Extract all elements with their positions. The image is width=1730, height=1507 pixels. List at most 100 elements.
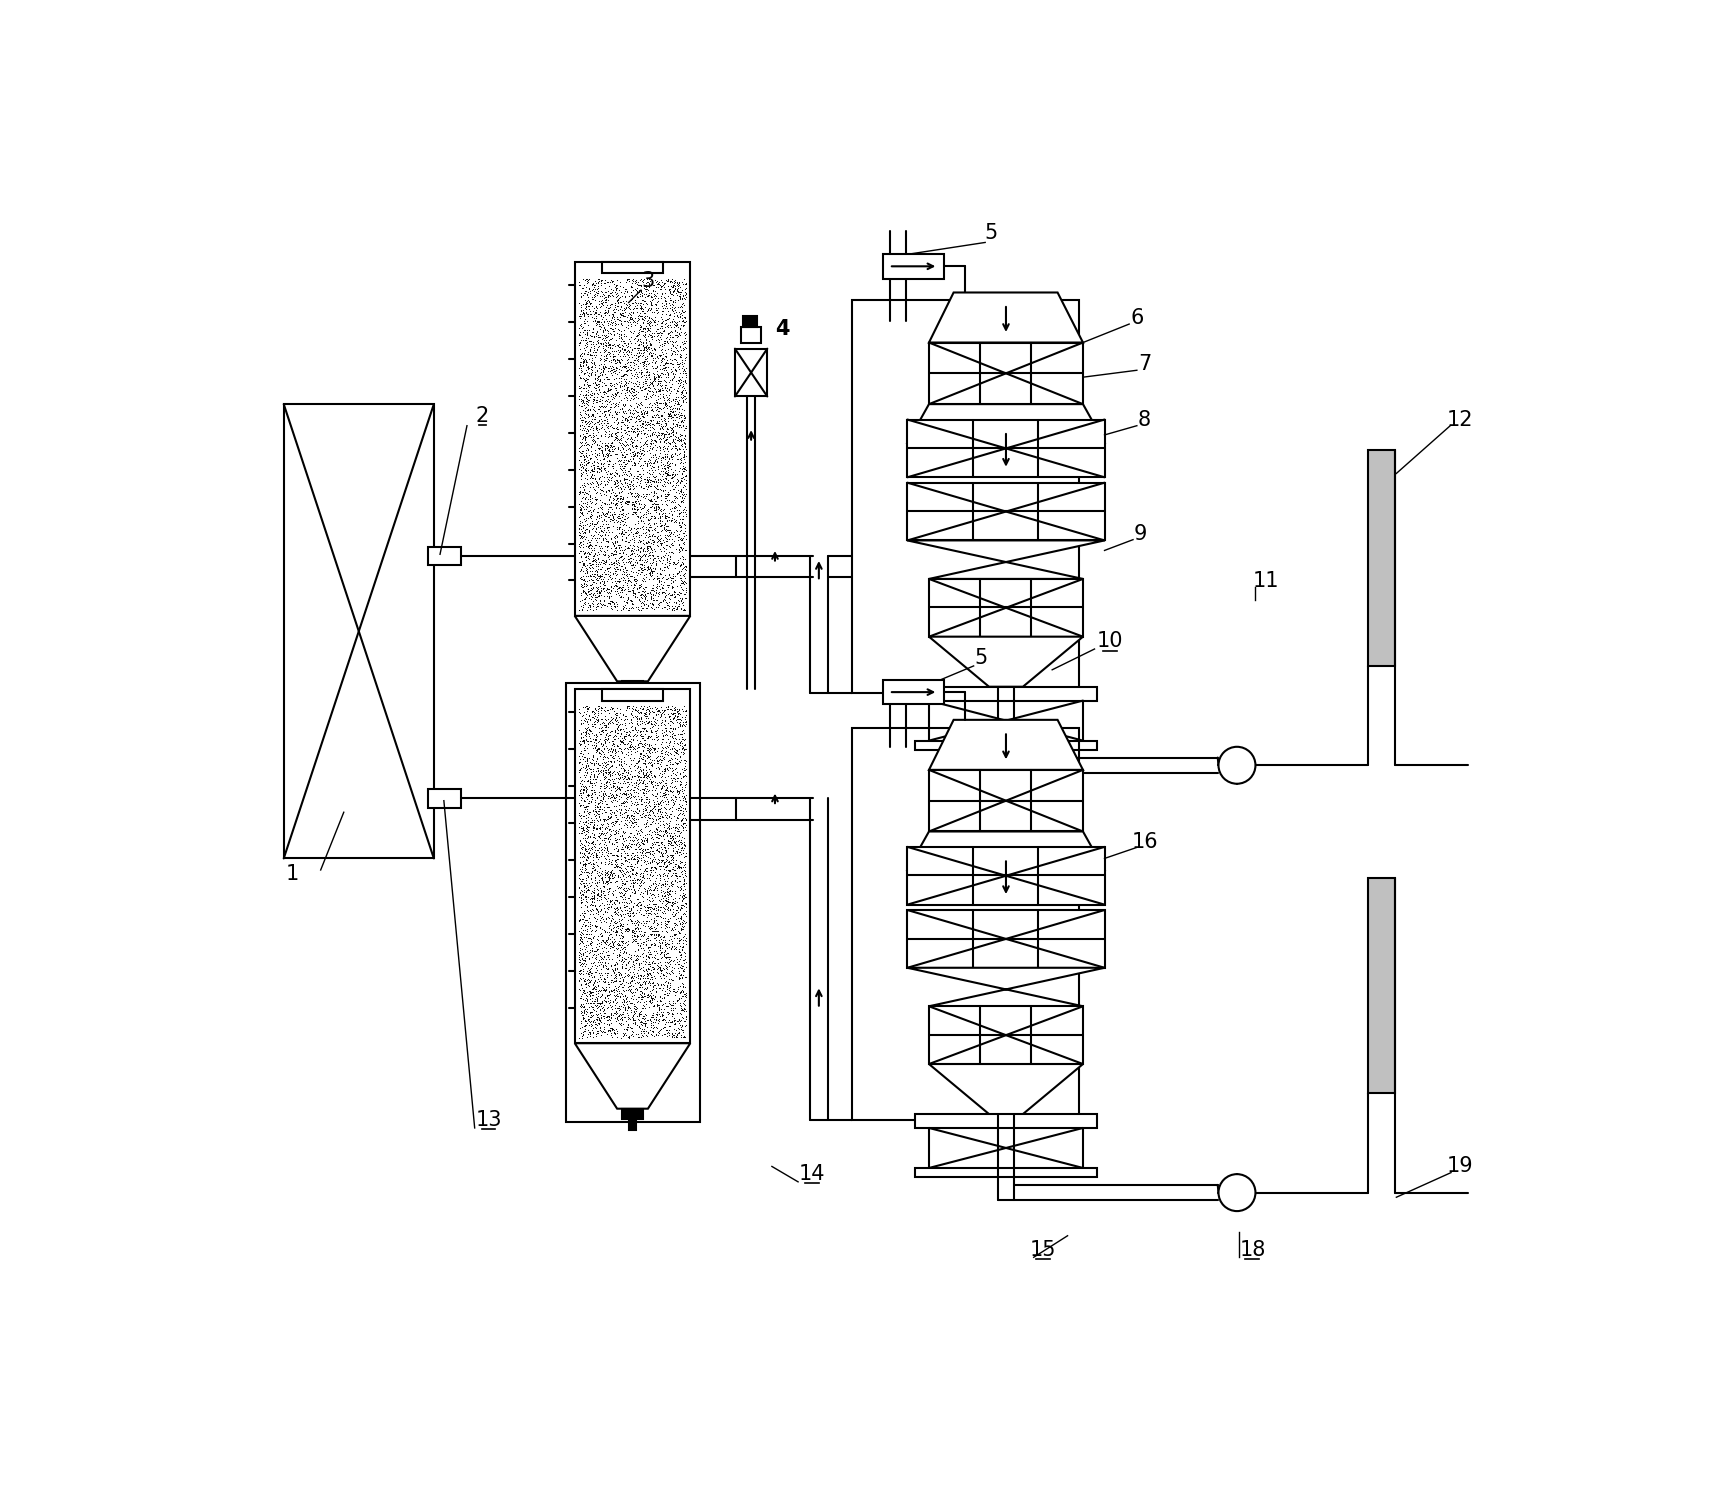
- Point: [642, 422, 670, 446]
- Point: [573, 463, 600, 487]
- Point: [633, 1023, 661, 1047]
- Point: [573, 871, 600, 895]
- Point: [638, 591, 666, 615]
- Point: [654, 740, 682, 764]
- Point: [578, 815, 606, 839]
- Point: [571, 485, 599, 509]
- Point: [670, 564, 697, 588]
- Point: [650, 512, 678, 536]
- Point: [597, 374, 625, 398]
- Point: [640, 428, 668, 452]
- Point: [602, 785, 630, 809]
- Point: [644, 806, 671, 830]
- Point: [623, 790, 650, 814]
- Point: [633, 856, 661, 880]
- Point: [621, 971, 649, 995]
- Point: [616, 820, 644, 844]
- Point: [637, 322, 664, 347]
- Point: [637, 967, 664, 992]
- Point: [663, 747, 690, 772]
- Point: [628, 931, 656, 955]
- Point: [569, 362, 597, 386]
- Point: [670, 903, 697, 927]
- Bar: [908, 482, 1104, 541]
- Point: [585, 457, 612, 481]
- Point: [600, 919, 628, 943]
- Point: [614, 998, 642, 1022]
- Point: [580, 702, 607, 726]
- Point: [638, 576, 666, 600]
- Point: [652, 307, 680, 332]
- Point: [657, 752, 685, 776]
- Point: [659, 856, 687, 880]
- Point: [592, 419, 619, 443]
- Point: [588, 564, 616, 588]
- Point: [606, 735, 633, 760]
- Point: [633, 359, 661, 383]
- Point: [633, 719, 661, 743]
- Point: [625, 279, 652, 303]
- Point: [618, 717, 645, 741]
- Point: [600, 969, 628, 993]
- Point: [602, 446, 630, 470]
- Point: [619, 419, 647, 443]
- Point: [654, 975, 682, 999]
- Point: [623, 943, 650, 967]
- Point: [630, 930, 657, 954]
- Point: [578, 922, 606, 946]
- Point: [649, 891, 676, 915]
- Point: [600, 1007, 628, 1031]
- Point: [626, 360, 654, 384]
- Point: [576, 695, 604, 719]
- Point: [633, 957, 661, 981]
- Point: [566, 475, 593, 499]
- Point: [638, 971, 666, 995]
- Point: [609, 502, 637, 526]
- Point: [574, 695, 602, 719]
- Point: [581, 989, 609, 1013]
- Point: [633, 310, 661, 335]
- Point: [645, 344, 673, 368]
- Point: [602, 472, 630, 496]
- Point: [630, 330, 657, 354]
- Point: [654, 315, 682, 339]
- Point: [671, 455, 699, 479]
- Point: [606, 344, 633, 368]
- Point: [606, 326, 633, 350]
- Point: [614, 785, 642, 809]
- Point: [606, 1002, 633, 1026]
- Point: [609, 499, 637, 523]
- Point: [642, 755, 670, 779]
- Point: [671, 737, 699, 761]
- Point: [628, 870, 656, 894]
- Point: [671, 494, 699, 518]
- Point: [666, 573, 694, 597]
- Point: [663, 597, 690, 621]
- Point: [611, 746, 638, 770]
- Point: [626, 469, 654, 493]
- Point: [573, 778, 600, 802]
- Point: [668, 457, 695, 481]
- Point: [595, 906, 623, 930]
- Point: [661, 860, 689, 885]
- Point: [635, 448, 663, 472]
- Point: [604, 695, 631, 719]
- Point: [626, 830, 654, 854]
- Point: [583, 505, 611, 529]
- Point: [611, 934, 638, 958]
- Point: [607, 799, 635, 823]
- Point: [628, 585, 656, 609]
- Point: [666, 286, 694, 310]
- Point: [609, 1011, 637, 1035]
- Point: [654, 452, 682, 476]
- Point: [673, 499, 701, 523]
- Point: [656, 401, 683, 425]
- Point: [645, 984, 673, 1008]
- Point: [661, 434, 689, 458]
- Point: [569, 871, 597, 895]
- Point: [663, 931, 690, 955]
- Point: [599, 439, 626, 463]
- Point: [616, 1025, 644, 1049]
- Point: [571, 273, 599, 297]
- Point: [638, 735, 666, 760]
